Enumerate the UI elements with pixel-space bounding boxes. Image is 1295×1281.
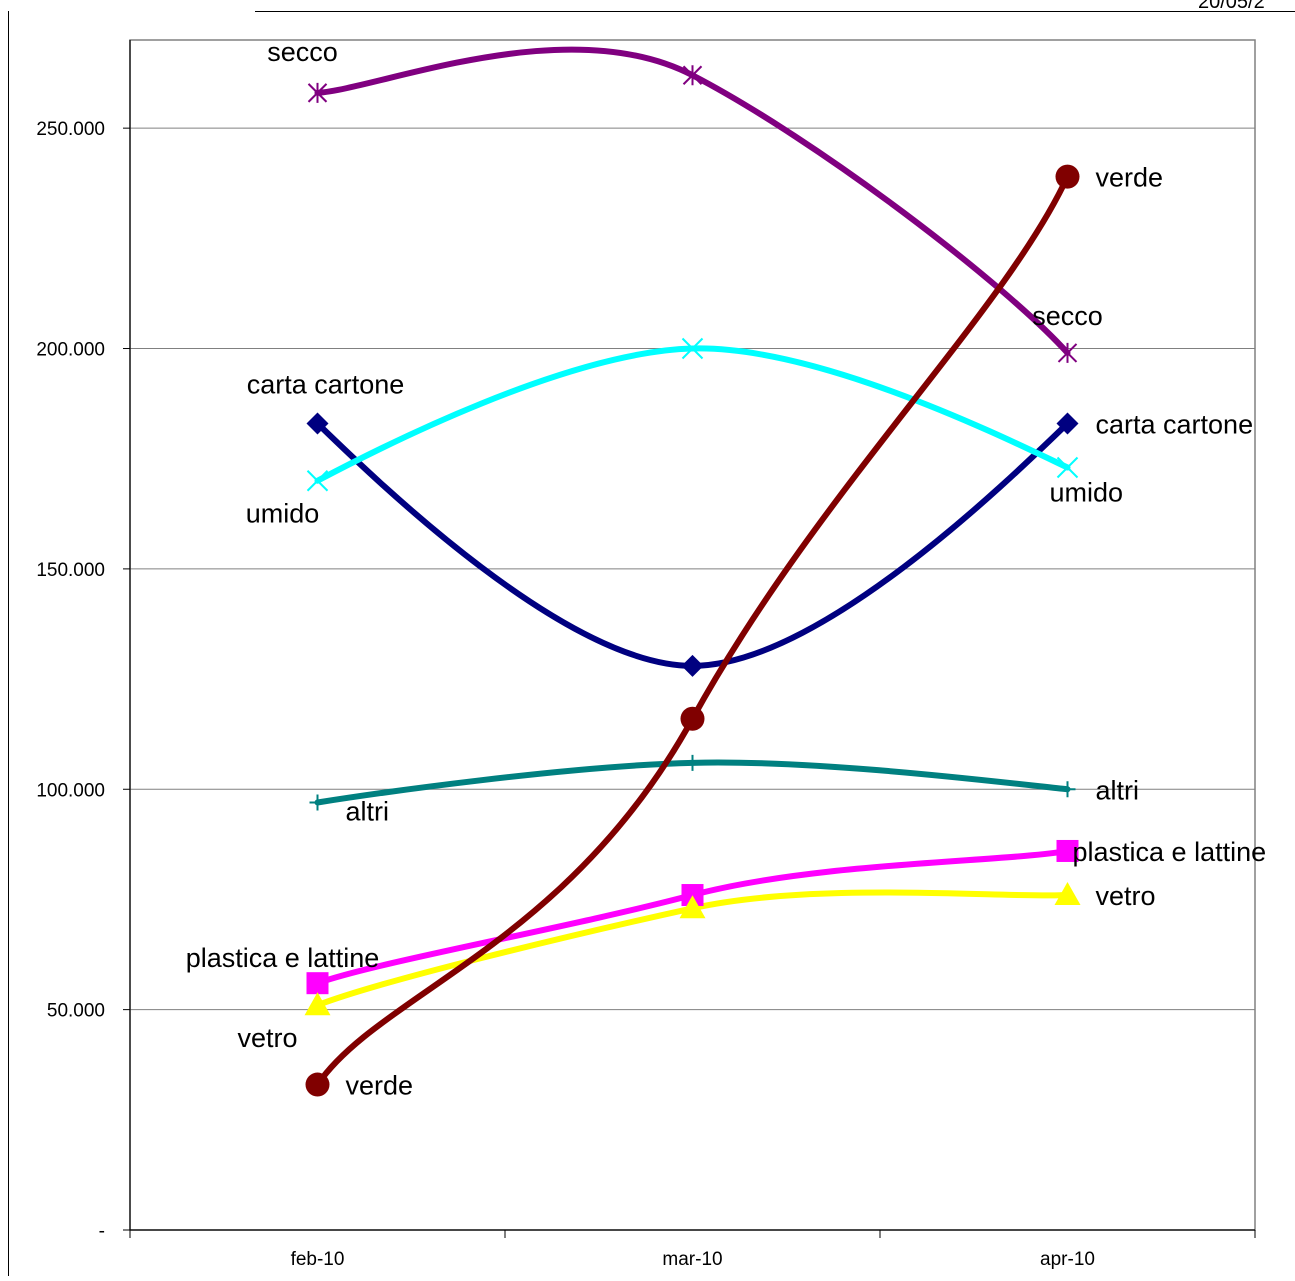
y-tick-label: 150.000 xyxy=(36,560,105,581)
data-point-secco xyxy=(1057,342,1078,363)
data-point-vetro xyxy=(679,895,706,919)
series-line-verde xyxy=(314,173,1071,1088)
x-tick-label: mar-10 xyxy=(662,1249,722,1270)
data-point-verde xyxy=(680,706,705,731)
data-label: verde xyxy=(346,1071,414,1101)
top-border-line xyxy=(255,11,1295,12)
data-label: carta cartone xyxy=(1096,409,1254,439)
series-line-carta-cartone xyxy=(314,420,1071,669)
data-point-vetro xyxy=(304,992,331,1016)
left-border-line xyxy=(8,11,9,1276)
data-point-umido xyxy=(681,337,704,360)
data-point-umido xyxy=(306,470,329,492)
series-line-secco xyxy=(314,46,1071,356)
data-point-secco xyxy=(682,65,703,86)
data-label: secco xyxy=(1032,301,1103,331)
data-label: umido xyxy=(246,499,320,529)
y-tick-label: 100.000 xyxy=(36,780,105,801)
data-label: carta cartone xyxy=(247,369,405,399)
y-tick-label: - xyxy=(99,1221,105,1242)
data-point-secco xyxy=(307,82,328,103)
data-label: umido xyxy=(1050,478,1124,508)
data-point-plastica-e-lattine xyxy=(1056,839,1079,862)
y-tick-label: 250.000 xyxy=(36,119,105,140)
x-tick-label: feb-10 xyxy=(291,1249,345,1270)
data-point-carta-cartone xyxy=(1056,412,1079,435)
data-label: altri xyxy=(1096,775,1140,805)
y-tick-label: 200.000 xyxy=(36,340,105,361)
data-point-vetro xyxy=(1054,882,1081,906)
data-point-verde xyxy=(305,1072,330,1097)
data-point-plastica-e-lattine xyxy=(681,884,704,907)
data-label: vetro xyxy=(1096,881,1156,911)
data-label: plastica e lattine xyxy=(186,943,380,973)
data-label: secco xyxy=(267,37,338,67)
data-label: verde xyxy=(1096,163,1164,193)
data-point-umido xyxy=(1056,456,1079,479)
data-point-carta-cartone xyxy=(681,654,704,677)
data-point-carta-cartone xyxy=(306,412,329,435)
data-label: plastica e lattine xyxy=(1073,837,1267,867)
data-point-altri xyxy=(309,794,326,811)
data-point-plastica-e-lattine xyxy=(306,972,329,995)
data-point-altri xyxy=(684,754,701,771)
data-point-verde xyxy=(1055,164,1080,189)
series-line-umido xyxy=(314,345,1071,484)
data-point-altri xyxy=(1059,781,1076,798)
y-tick-label: 50.000 xyxy=(47,1001,105,1022)
data-label: vetro xyxy=(237,1023,297,1053)
x-tick-label: apr-10 xyxy=(1040,1249,1095,1270)
corner-date: 20/05/2 xyxy=(1198,0,1265,13)
data-label: altri xyxy=(346,796,390,826)
plot-area-frame xyxy=(129,39,1256,1231)
